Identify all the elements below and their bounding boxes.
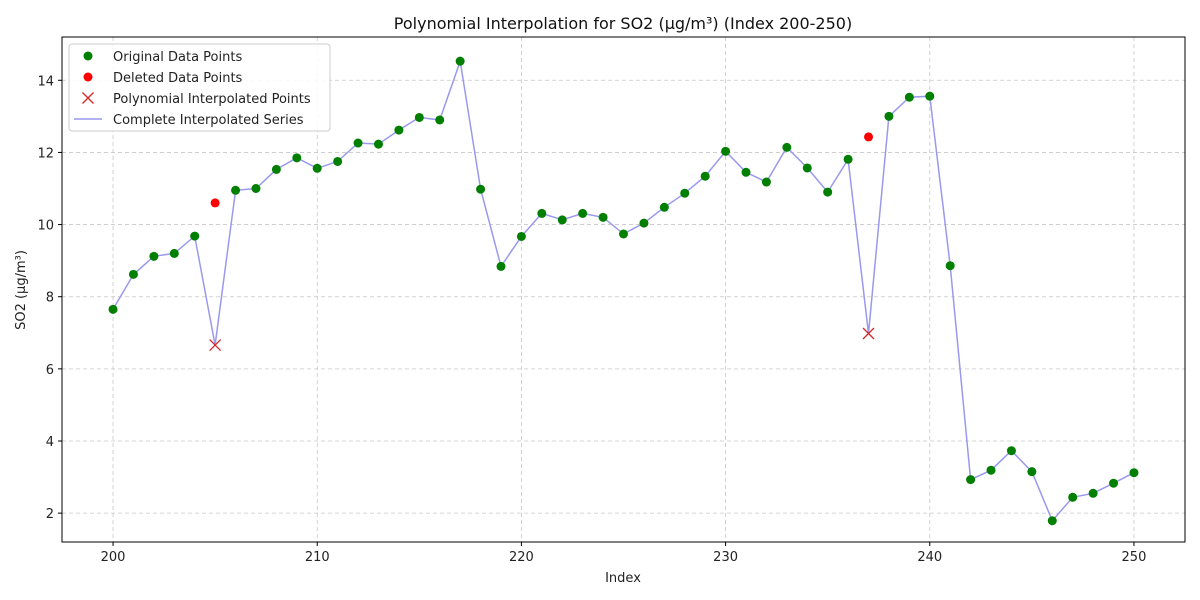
- original-data-point: [271, 164, 281, 174]
- original-data-point: [925, 91, 935, 101]
- original-data-point: [1006, 446, 1016, 456]
- grid: [62, 37, 1185, 542]
- original-data-point: [108, 304, 118, 314]
- y-tick-label: 8: [46, 291, 54, 306]
- x-marker-stroke: [862, 327, 875, 340]
- y-tick-label: 6: [46, 363, 54, 378]
- interpolated-point: [209, 339, 222, 352]
- original-data-point: [598, 212, 608, 222]
- original-data-point: [231, 185, 241, 195]
- legend-label-original: Original Data Points: [113, 50, 242, 65]
- deleted-data-point: [210, 198, 220, 208]
- original-data-point: [680, 188, 690, 198]
- original-data-point: [966, 475, 976, 485]
- plot-frame: [61, 36, 1186, 543]
- y-tick-label: 12: [37, 146, 54, 161]
- x-tick-label: 210: [305, 550, 330, 565]
- original-data-point: [292, 153, 302, 163]
- original-data-point: [476, 184, 486, 194]
- y-tick-label: 2: [46, 507, 54, 522]
- original-data-point: [435, 115, 445, 125]
- x-tick-label: 250: [1122, 550, 1147, 565]
- original-data-point: [149, 251, 159, 261]
- original-data-point: [945, 261, 955, 271]
- original-data-point: [884, 111, 894, 121]
- original-data-point: [782, 142, 792, 152]
- original-data-point: [1047, 516, 1057, 526]
- original-data-point: [639, 218, 649, 228]
- original-data-point: [721, 146, 731, 156]
- x-marker-stroke: [209, 339, 222, 352]
- original-data-point: [516, 231, 526, 241]
- original-data-point: [537, 208, 547, 218]
- original-data-point: [761, 177, 771, 187]
- y-tick-label: 4: [46, 435, 54, 450]
- original-data-point: [823, 187, 833, 197]
- original-data-point: [1088, 488, 1098, 498]
- y-tick-label: 10: [37, 219, 54, 234]
- legend-label-deleted: Deleted Data Points: [113, 71, 243, 86]
- original-data-point: [1027, 467, 1037, 477]
- legend: Original Data Points Deleted Data Points P…: [68, 43, 331, 132]
- x-tick-label: 220: [509, 550, 534, 565]
- original-data-point: [496, 261, 506, 271]
- original-data-point: [394, 125, 404, 135]
- y-tick-label: 14: [37, 74, 54, 89]
- markers: [108, 56, 1139, 526]
- interpolated-point: [862, 327, 875, 340]
- deleted-data-point: [864, 132, 874, 142]
- original-data-point: [619, 229, 628, 239]
- legend-marker-deleted: [83, 72, 93, 82]
- chart-title: Polynomial Interpolation for SO2 (µg/m³)…: [394, 14, 852, 33]
- original-data-point: [802, 163, 812, 173]
- legend-marker-original: [83, 51, 93, 61]
- original-data-point: [373, 139, 383, 149]
- original-data-point: [904, 92, 914, 102]
- original-data-point: [353, 138, 363, 148]
- original-data-point: [128, 269, 138, 279]
- original-data-point: [333, 156, 343, 166]
- original-data-point: [986, 465, 996, 475]
- original-data-point: [455, 56, 465, 66]
- x-tick-label: 240: [917, 550, 942, 565]
- original-data-point: [169, 248, 179, 258]
- x-tick-label: 200: [101, 550, 126, 565]
- x-tick-label: 230: [713, 550, 738, 565]
- original-data-point: [659, 202, 669, 212]
- original-data-point: [741, 167, 751, 177]
- y-axis-label: SO2 (µg/m³): [14, 250, 29, 330]
- original-data-point: [1129, 468, 1139, 478]
- original-data-point: [578, 208, 588, 218]
- original-data-point: [414, 112, 424, 122]
- original-data-point: [557, 215, 567, 225]
- x-marker-stroke: [82, 92, 94, 104]
- original-data-point: [1068, 492, 1078, 502]
- original-data-point: [251, 184, 261, 193]
- legend-marker-interp: [82, 92, 94, 104]
- x-axis-label: Index: [605, 571, 641, 586]
- original-data-point: [312, 163, 322, 173]
- legend-label-complete: Complete Interpolated Series: [113, 113, 304, 128]
- legend-box: [68, 43, 331, 132]
- original-data-point: [1109, 478, 1119, 488]
- original-data-point: [843, 154, 853, 164]
- legend-label-interp: Polynomial Interpolated Points: [113, 92, 311, 107]
- original-data-point: [190, 231, 200, 241]
- axis-ticks: 200 210 220 230 240 250 2 4 6 8 10 12 14: [37, 74, 1146, 565]
- original-data-point: [700, 171, 710, 181]
